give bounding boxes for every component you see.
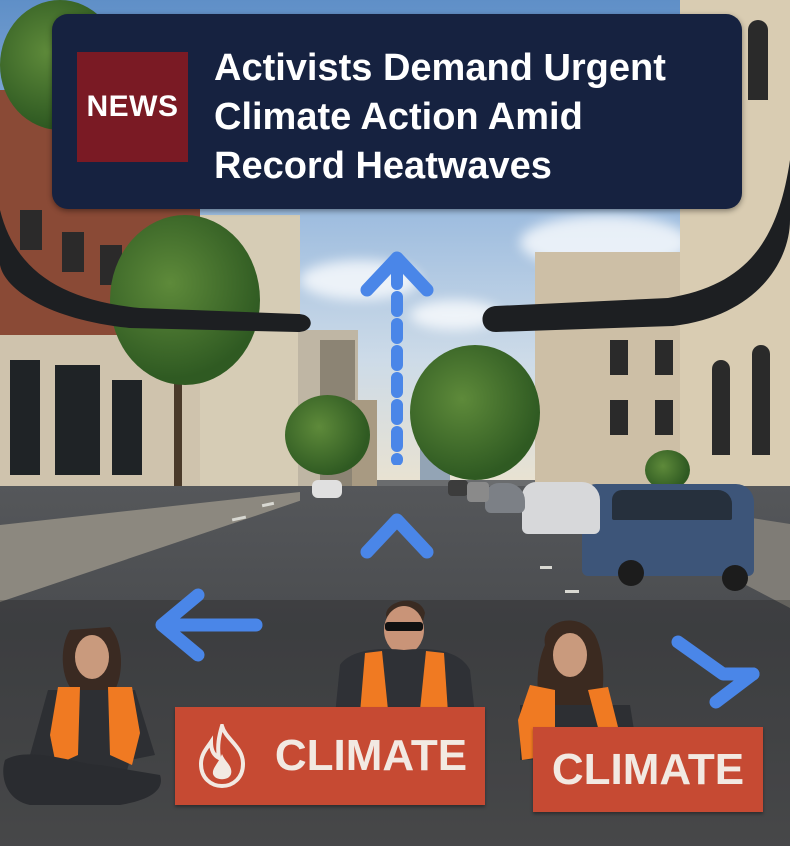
news-banner: NEWS Activists Demand Urgent Climate Act… bbox=[52, 14, 742, 209]
chevron-down-right-icon[interactable] bbox=[668, 632, 768, 714]
sign-text: CLIMATE bbox=[274, 731, 468, 780]
chevron-up-icon[interactable] bbox=[360, 510, 435, 560]
headline-line: Activists Demand Urgent bbox=[214, 47, 666, 89]
activist-left bbox=[3, 627, 161, 805]
protest-sign-right: CLIMATE bbox=[533, 727, 763, 812]
sign-text: CLIMATE bbox=[551, 744, 745, 794]
news-badge: NEWS bbox=[77, 52, 188, 162]
headline: Activists Demand Urgent Climate Action A… bbox=[214, 44, 714, 191]
right-handle bbox=[482, 160, 790, 332]
activist-center bbox=[335, 600, 475, 715]
flame-icon bbox=[198, 724, 245, 788]
headline-line: Climate Action Amid bbox=[214, 96, 583, 138]
arrow-up-icon[interactable] bbox=[360, 250, 435, 465]
headline-line: Record Heatwaves bbox=[214, 145, 552, 187]
arrow-left-icon[interactable] bbox=[150, 585, 265, 665]
left-handle bbox=[0, 210, 311, 332]
parked-car bbox=[522, 482, 600, 534]
protest-sign-left: CLIMATE bbox=[175, 707, 485, 805]
parked-car bbox=[485, 483, 525, 513]
